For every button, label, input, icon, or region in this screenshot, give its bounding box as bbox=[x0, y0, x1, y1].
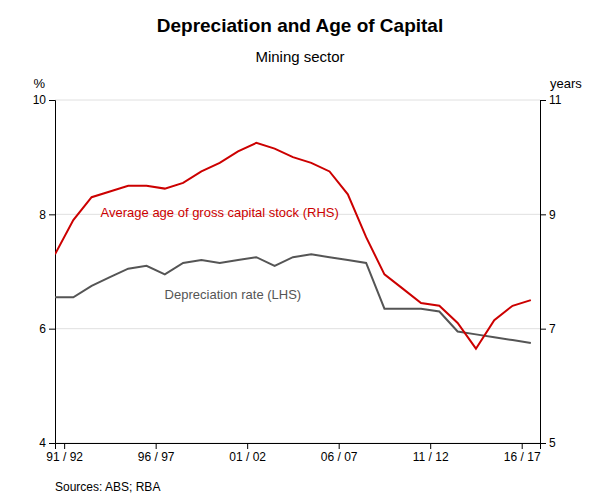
tick-label: 5 bbox=[549, 436, 556, 450]
grid-line bbox=[55, 100, 540, 101]
subtitle: Mining sector bbox=[255, 48, 344, 65]
tick-mark bbox=[49, 329, 55, 330]
grid-line bbox=[55, 328, 540, 329]
tick: 4 bbox=[39, 436, 55, 450]
source: Sources: ABS; RBA bbox=[55, 480, 160, 494]
tick-label: 06 / 07 bbox=[321, 450, 358, 464]
tick-mark bbox=[540, 100, 546, 101]
tick-label: 16 / 17 bbox=[504, 450, 541, 464]
tick-label: 11 bbox=[549, 93, 562, 107]
tick-mark bbox=[540, 329, 546, 330]
axis-line bbox=[541, 101, 547, 444]
axis-line bbox=[56, 444, 541, 450]
tick: 6 bbox=[39, 322, 55, 336]
series-label: Average age of gross capital stock (RHS) bbox=[101, 205, 339, 220]
tick: 16 / 17 bbox=[504, 443, 541, 464]
series-line bbox=[55, 254, 531, 343]
tick-mark bbox=[49, 214, 55, 215]
tick-mark bbox=[430, 443, 431, 449]
series-line bbox=[55, 143, 531, 349]
tick-mark bbox=[49, 443, 55, 444]
tick: 96 / 97 bbox=[138, 443, 175, 464]
tick-label: 6 bbox=[39, 322, 46, 336]
tick-mark bbox=[540, 214, 546, 215]
tick: 01 / 02 bbox=[229, 443, 266, 464]
tick: 91 / 92 bbox=[46, 443, 83, 464]
chart: 91 / 92 96 / 97 01 / 02 06 / 07 11 / 12 16 / … bbox=[0, 0, 600, 503]
tick: 10 bbox=[33, 93, 55, 107]
x-axis: 91 / 92 96 / 97 01 / 02 06 / 07 11 / 12 16 / … bbox=[46, 443, 541, 464]
tick-mark bbox=[247, 443, 248, 449]
tick-mark bbox=[540, 443, 546, 444]
y2-axis: 5 7 9 11 bbox=[540, 93, 562, 450]
y-axis-label: % bbox=[33, 76, 45, 91]
tick-label: 4 bbox=[39, 436, 46, 450]
y-axis: 4 6 8 10 bbox=[33, 93, 56, 450]
tick-label: 7 bbox=[549, 322, 556, 336]
tick-mark bbox=[64, 443, 65, 449]
grid bbox=[55, 100, 540, 443]
tick-label: 9 bbox=[549, 208, 556, 222]
tick-mark bbox=[156, 443, 157, 449]
tick-label: 8 bbox=[39, 208, 46, 222]
lines bbox=[55, 143, 531, 349]
tick: 11 bbox=[540, 93, 562, 107]
tick: 11 / 12 bbox=[413, 443, 449, 464]
tick-label: 91 / 92 bbox=[46, 450, 83, 464]
axis-line bbox=[49, 101, 56, 444]
series-label: Depreciation rate (LHS) bbox=[165, 287, 302, 302]
tick: 9 bbox=[540, 208, 556, 222]
tick-mark bbox=[49, 100, 55, 101]
tick-mark bbox=[339, 443, 340, 449]
tick-label: 11 / 12 bbox=[413, 450, 449, 464]
tick-mark bbox=[522, 443, 523, 449]
tick-label: 96 / 97 bbox=[138, 450, 175, 464]
plot: 91 / 92 96 / 97 01 / 02 06 / 07 11 / 12 16 / … bbox=[33, 76, 583, 464]
y2-axis-label: years bbox=[550, 76, 582, 91]
tick-label: 10 bbox=[33, 93, 47, 107]
tick: 06 / 07 bbox=[321, 443, 358, 464]
tick-label: 01 / 02 bbox=[229, 450, 266, 464]
tick: 5 bbox=[540, 436, 556, 450]
title: Depreciation and Age of Capital bbox=[157, 15, 443, 36]
tick: 7 bbox=[540, 322, 556, 336]
tick: 8 bbox=[39, 208, 55, 222]
